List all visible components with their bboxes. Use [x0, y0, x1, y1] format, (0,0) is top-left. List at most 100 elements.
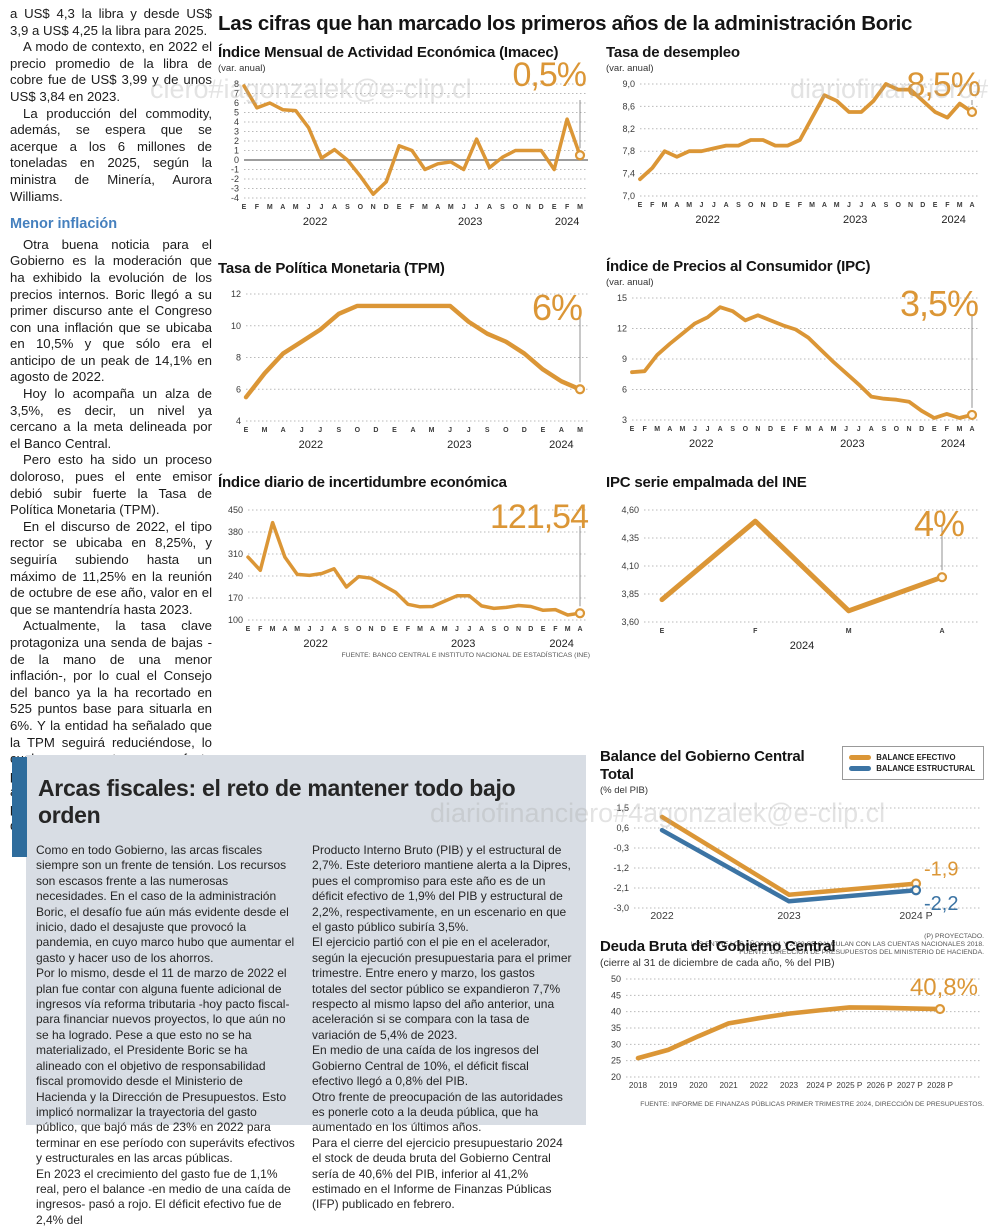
- svg-text:S: S: [500, 204, 505, 211]
- svg-text:M: M: [448, 204, 454, 211]
- svg-text:S: S: [344, 626, 349, 633]
- svg-text:A: A: [577, 626, 582, 633]
- svg-text:S: S: [884, 202, 889, 209]
- svg-text:M: M: [267, 204, 273, 211]
- paragraph: A modo de contexto, en 2022 el precio pr…: [10, 39, 212, 104]
- svg-text:D: D: [381, 626, 386, 633]
- svg-text:2023: 2023: [447, 439, 471, 451]
- legend-item: BALANCE EFECTIVO: [849, 753, 975, 762]
- svg-text:240: 240: [228, 571, 243, 581]
- svg-text:J: J: [318, 427, 322, 434]
- svg-text:J: J: [706, 426, 710, 433]
- svg-text:A: A: [410, 427, 415, 434]
- svg-text:J: J: [462, 204, 466, 211]
- svg-text:M: M: [577, 427, 583, 434]
- svg-text:15: 15: [617, 293, 627, 303]
- tpm-plot: 12 10 8 6 4 E M A J J S O D E A M J J S O D E A M 2022 2023 2024: [218, 286, 590, 451]
- paragraph: El ejercicio partió con el pie en el ace…: [312, 935, 572, 1042]
- svg-text:-0,3: -0,3: [613, 843, 629, 853]
- svg-text:A: A: [332, 626, 337, 633]
- svg-text:F: F: [794, 426, 799, 433]
- svg-text:O: O: [748, 202, 754, 209]
- svg-text:2022: 2022: [303, 216, 327, 228]
- article-subheading: Menor inflación: [10, 216, 118, 233]
- svg-text:J: J: [857, 426, 861, 433]
- svg-text:2021: 2021: [719, 1081, 738, 1090]
- svg-text:45: 45: [611, 990, 621, 1000]
- svg-text:D: D: [528, 626, 533, 633]
- svg-text:N: N: [906, 426, 911, 433]
- svg-text:F: F: [553, 626, 558, 633]
- svg-text:M: M: [686, 202, 692, 209]
- svg-text:J: J: [307, 204, 311, 211]
- svg-text:2019: 2019: [659, 1081, 678, 1090]
- svg-text:2022: 2022: [750, 1081, 769, 1090]
- chart-imacec: Índice Mensual de Actividad Económica (I…: [218, 44, 590, 228]
- ipc-latest-value: 3,5%: [899, 283, 979, 324]
- svg-text:380: 380: [228, 527, 243, 537]
- svg-text:O: O: [513, 204, 519, 211]
- svg-text:2024 P: 2024 P: [806, 1081, 832, 1090]
- newspaper-page: { "page": { "main_title": "Las cifras qu…: [10, 6, 988, 1227]
- chart-desempleo: Tasa de desempleo (var. anual) 9,0 8,6 8,2…: [606, 44, 982, 226]
- svg-text:2023: 2023: [840, 438, 864, 450]
- svg-text:S: S: [736, 202, 741, 209]
- svg-text:3: 3: [622, 415, 627, 425]
- svg-text:20: 20: [611, 1072, 621, 1082]
- svg-text:M: M: [662, 202, 668, 209]
- svg-text:S: S: [730, 426, 735, 433]
- deuda-plot: 50 45 40 35 30 25 20 2018 2019 2020 2021 2022 2023 20…: [600, 971, 984, 1099]
- balance-plot: 1,5 0,6 -0,3 -1,2 -2,1 -3,0 -1,9 -2,2 2022 2023 20…: [600, 800, 984, 930]
- svg-text:N: N: [368, 626, 373, 633]
- paragraph: a US$ 4,3 la libra y desde US$ 3,9 a US$…: [10, 6, 212, 38]
- ipc-ine-plot: 4,60 4,35 4,10 3,85 3,60 E F M A 2024: [606, 502, 982, 652]
- svg-text:M: M: [565, 626, 571, 633]
- svg-text:O: O: [358, 204, 364, 211]
- svg-text:A: A: [280, 204, 285, 211]
- svg-text:F: F: [255, 204, 260, 211]
- svg-text:M: M: [805, 426, 811, 433]
- paragraph: Producto Interno Bruto (PIB) y el estruc…: [312, 843, 571, 935]
- chart-subtitle: (var. anual): [218, 63, 266, 74]
- svg-text:M: M: [956, 426, 962, 433]
- svg-text:A: A: [430, 626, 435, 633]
- svg-text:2023: 2023: [451, 638, 475, 650]
- paragraph: En 2023 el crecimiento del gasto fue de …: [36, 1166, 291, 1227]
- legend-swatch-efectivo: [849, 755, 872, 760]
- svg-text:J: J: [467, 626, 471, 633]
- fiscal-article-box: Arcas fiscales: el reto de mantener todo…: [26, 755, 586, 1227]
- svg-text:J: J: [300, 427, 304, 434]
- accent-bar: [12, 757, 27, 857]
- svg-text:E: E: [638, 202, 643, 209]
- svg-text:J: J: [467, 427, 471, 434]
- svg-text:-1,2: -1,2: [613, 863, 629, 873]
- svg-text:E: E: [244, 427, 249, 434]
- svg-text:E: E: [541, 427, 546, 434]
- svg-text:F: F: [642, 426, 647, 433]
- svg-text:4: 4: [236, 416, 241, 426]
- paragraph: Pero esto ha sido un proceso doloroso, p…: [10, 452, 212, 518]
- svg-text:A: A: [479, 626, 484, 633]
- svg-text:4,35: 4,35: [621, 533, 639, 543]
- svg-text:M: M: [809, 202, 815, 209]
- svg-text:2024: 2024: [549, 638, 573, 650]
- svg-text:E: E: [392, 427, 397, 434]
- left-article-column: a US$ 4,3 la libra y desde US$ 3,9 a US$…: [10, 6, 212, 834]
- svg-text:A: A: [818, 426, 823, 433]
- svg-text:A: A: [435, 204, 440, 211]
- fiscal-col-2: Producto Interno Bruto (PIB) y el estruc…: [312, 843, 572, 1228]
- svg-text:4,60: 4,60: [621, 505, 639, 515]
- paragraph: Por lo mismo, desde el 11 de marzo de 20…: [36, 966, 295, 1166]
- svg-text:2024: 2024: [941, 214, 965, 226]
- paragraph: Otro frente de preocupación de las autor…: [312, 1089, 563, 1135]
- svg-text:1: 1: [234, 146, 239, 156]
- svg-text:A: A: [282, 626, 287, 633]
- svg-text:2022: 2022: [299, 439, 323, 451]
- svg-text:2025 P: 2025 P: [836, 1081, 862, 1090]
- svg-text:450: 450: [228, 505, 243, 515]
- chart-ipc-ine: IPC serie empalmada del INE 4,60 4,35 4,10…: [606, 474, 982, 652]
- svg-text:8: 8: [234, 79, 239, 89]
- paragraph: Otra buena noticia para el Gobierno es l…: [10, 236, 212, 385]
- legend-label: BALANCE EFECTIVO: [876, 753, 956, 762]
- chart-title: Índice de Precios al Consumidor (IPC): [606, 258, 871, 275]
